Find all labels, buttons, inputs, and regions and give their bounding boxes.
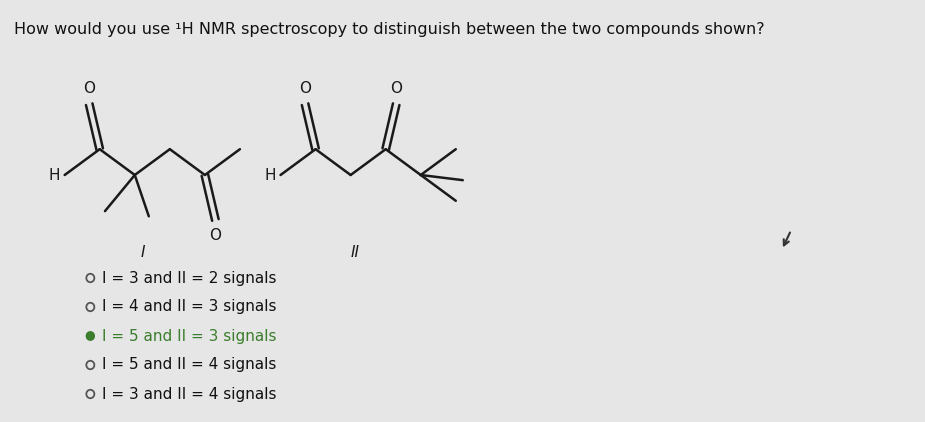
Text: O: O [299,81,311,96]
Text: O: O [390,81,402,96]
Text: I = 3 and II = 4 signals: I = 3 and II = 4 signals [102,387,277,401]
Text: I = 4 and II = 3 signals: I = 4 and II = 3 signals [102,300,277,314]
Text: O: O [209,228,221,243]
Text: I = 3 and II = 2 signals: I = 3 and II = 2 signals [102,271,277,286]
Text: H: H [48,168,60,182]
Text: How would you use ¹H NMR spectroscopy to distinguish between the two compounds s: How would you use ¹H NMR spectroscopy to… [14,22,765,37]
Text: II: II [351,245,360,260]
Text: I: I [141,245,145,260]
Text: I = 5 and II = 4 signals: I = 5 and II = 4 signals [102,357,277,373]
Text: O: O [83,81,95,96]
Text: H: H [265,168,276,182]
Circle shape [86,332,94,340]
Text: I = 5 and II = 3 signals: I = 5 and II = 3 signals [102,328,277,344]
